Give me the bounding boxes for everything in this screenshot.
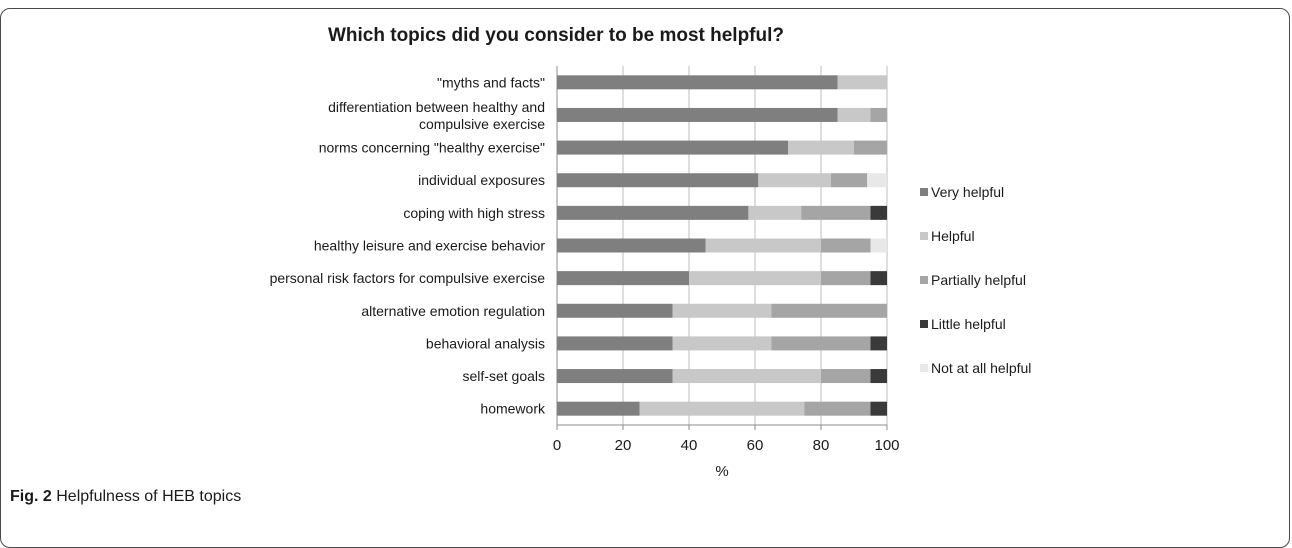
category-label: healthy leisure and exercise behavior xyxy=(314,238,545,254)
bar-segment-not-at-all-helpful xyxy=(867,173,887,188)
category-label: homework xyxy=(480,401,546,417)
category-label: behavioral analysis xyxy=(426,335,545,351)
bar-segment-helpful xyxy=(748,205,802,220)
legend-label: Helpful xyxy=(931,228,975,244)
bar-segment-very-helpful xyxy=(557,401,640,416)
bar-segment-little-helpful xyxy=(870,401,887,416)
stacked-bar-chart: Which topics did you consider to be most… xyxy=(270,25,1032,480)
bar-segment-very-helpful xyxy=(557,238,706,253)
bar-segment-very-helpful xyxy=(557,336,673,351)
bar-segment-partially-helpful xyxy=(854,140,887,155)
bar-segment-helpful xyxy=(689,271,821,286)
bar-segment-helpful xyxy=(758,173,831,188)
bar-segment-partially-helpful xyxy=(821,271,871,286)
bar-segment-very-helpful xyxy=(557,205,749,220)
bar-segment-very-helpful xyxy=(557,107,838,122)
bar-segment-partially-helpful xyxy=(771,303,887,318)
chart-title: Which topics did you consider to be most… xyxy=(328,25,784,46)
category-label: coping with high stress xyxy=(403,205,545,221)
bar-segment-partially-helpful xyxy=(830,173,868,188)
caption-text: Helpfulness of HEB topics xyxy=(56,488,242,505)
bar-segment-partially-helpful xyxy=(821,238,871,253)
legend-label: Partially helpful xyxy=(931,272,1026,288)
x-tick-label: 60 xyxy=(747,437,764,454)
bar-segment-helpful xyxy=(705,238,821,253)
bar-segment-little-helpful xyxy=(870,205,887,220)
caption-label: Fig. 2 xyxy=(10,488,52,505)
bar-segment-helpful xyxy=(788,140,854,155)
legend-swatch xyxy=(920,232,928,240)
x-tick-label: 80 xyxy=(813,437,830,454)
bar-segment-very-helpful xyxy=(557,369,673,384)
bar-segment-partially-helpful xyxy=(804,401,871,416)
category-label: differentiation between healthy and compu… xyxy=(328,99,545,132)
bar-segment-not-at-all-helpful xyxy=(870,238,887,253)
bar-segment-helpful xyxy=(837,107,871,122)
bar-segment-very-helpful xyxy=(557,303,673,318)
x-tick-label: 20 xyxy=(615,437,632,454)
x-axis-label: % xyxy=(715,463,728,480)
bar-segment-partially-helpful xyxy=(821,369,871,384)
bar-segment-helpful xyxy=(837,75,887,90)
category-label: personal risk factors for compulsive exe… xyxy=(270,270,546,286)
legend-label: Not at all helpful xyxy=(931,360,1031,376)
bar-segment-very-helpful xyxy=(557,271,689,286)
bar-segment-little-helpful xyxy=(870,369,887,384)
legend-swatch xyxy=(920,276,928,284)
bar-segment-little-helpful xyxy=(870,271,887,286)
category-label: "myths and facts" xyxy=(437,74,545,90)
category-label: individual exposures xyxy=(418,172,545,188)
bar-segment-helpful xyxy=(672,303,772,318)
bar-segment-partially-helpful xyxy=(801,205,871,220)
legend-swatch xyxy=(920,188,928,196)
bar-segment-helpful xyxy=(672,336,772,351)
category-label: norms concerning "healthy exercise" xyxy=(319,140,545,156)
bar-segment-very-helpful xyxy=(557,173,759,188)
bar-segment-very-helpful xyxy=(557,75,838,90)
bar-segment-helpful xyxy=(639,401,805,416)
bar-segment-partially-helpful xyxy=(771,336,871,351)
bar-segment-partially-helpful xyxy=(870,107,887,122)
bar-segment-very-helpful xyxy=(557,140,788,155)
legend-label: Little helpful xyxy=(931,316,1006,332)
category-label: alternative emotion regulation xyxy=(361,303,545,319)
category-label: self-set goals xyxy=(463,368,545,384)
legend-swatch xyxy=(920,320,928,328)
x-tick-label: 0 xyxy=(553,437,561,454)
legend-swatch xyxy=(920,364,928,372)
x-tick-label: 100 xyxy=(874,437,899,454)
x-tick-label: 40 xyxy=(681,437,698,454)
legend-label: Very helpful xyxy=(931,184,1004,200)
figure-caption: Fig. 2 Helpfulness of HEB topics xyxy=(10,488,241,506)
bar-segment-helpful xyxy=(672,369,821,384)
bar-segment-little-helpful xyxy=(870,336,887,351)
